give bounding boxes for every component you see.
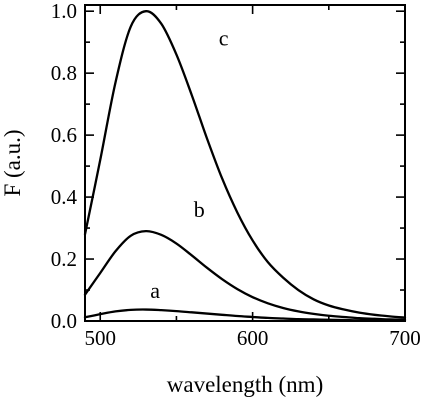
y-tick-label: 0.2 [51, 247, 77, 271]
x-tick-label: 700 [389, 326, 421, 350]
x-axis-label: wavelength (nm) [167, 372, 323, 397]
y-tick-label: 0.8 [51, 61, 77, 85]
y-tick-label: 0.0 [51, 309, 77, 333]
curves-layer [83, 10, 407, 322]
series-a-label: a [150, 278, 160, 303]
ticks-layer: 0.0 0.2 0.4 0.6 0.8 1.0 500 600 700 [51, 0, 421, 350]
y-tick-label: 0.4 [51, 185, 78, 209]
labels-layer: a b c [150, 25, 229, 302]
y-axis-label: F (a.u.) [0, 129, 25, 196]
series-b-label: b [194, 197, 205, 222]
series-b-line [83, 230, 407, 321]
x-tick-label: 500 [84, 326, 116, 350]
y-tick-label: 0.6 [51, 123, 77, 147]
x-tick-label: 600 [237, 326, 269, 350]
plot-frame [84, 4, 406, 322]
series-c-line [83, 10, 407, 319]
series-c-label: c [219, 25, 229, 50]
y-tick-label: 1.0 [51, 0, 77, 23]
